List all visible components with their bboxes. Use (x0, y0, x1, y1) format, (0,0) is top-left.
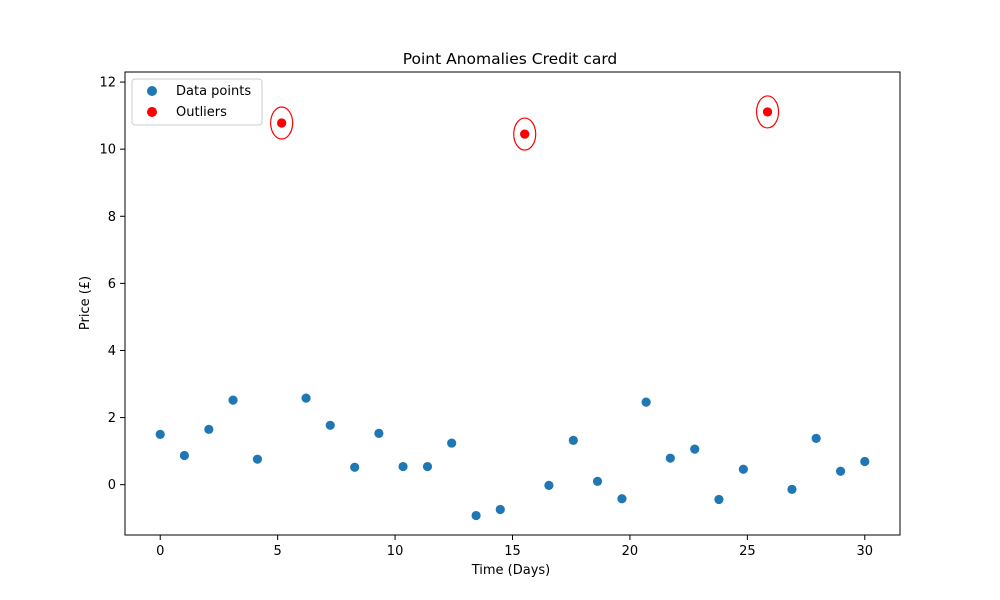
y-tick-label: 12 (99, 76, 116, 91)
data-point (617, 494, 627, 504)
data-point (544, 480, 554, 490)
x-tick-label: 5 (274, 544, 282, 559)
legend-label-outliers: Outliers (176, 105, 227, 120)
outlier-circle (270, 106, 294, 140)
data-point (204, 424, 214, 434)
data-point (592, 476, 603, 486)
legend-marker-data-points (147, 86, 157, 96)
y-axis-label: Price (£) (78, 276, 93, 330)
legend-marker-outliers (147, 107, 157, 117)
data-point (568, 435, 578, 445)
x-tick-label: 30 (856, 544, 873, 559)
chart-title: Point Anomalies Credit card (403, 50, 618, 68)
x-tick-label: 15 (504, 544, 521, 559)
data-point (447, 438, 457, 448)
data-point (422, 461, 433, 472)
data-point (350, 462, 360, 472)
outlier-circle (755, 95, 780, 129)
data-point (714, 494, 724, 505)
data-point (690, 444, 700, 454)
x-tick-label: 20 (622, 544, 639, 559)
data-point (179, 450, 190, 461)
axis-ticks: 0 5 10 15 20 25 30 0 2 4 6 8 10 12 (99, 76, 873, 559)
data-point (665, 453, 675, 463)
x-tick-label: 10 (387, 544, 404, 559)
data-point (325, 420, 335, 430)
y-tick-label: 10 (99, 143, 116, 158)
y-tick-label: 8 (108, 210, 116, 225)
legend: Data points Outliers (131, 78, 263, 126)
legend-box (131, 78, 263, 126)
data-point (835, 466, 846, 476)
data-point (641, 397, 651, 407)
data-point (787, 484, 797, 494)
plot-area (124, 71, 901, 536)
data-points-layer (155, 107, 870, 521)
outlier-circle (513, 117, 537, 151)
outlier-annotations (270, 95, 780, 151)
data-point (252, 454, 263, 464)
data-point (301, 393, 311, 403)
data-point (228, 395, 238, 405)
data-point (495, 504, 505, 515)
data-point (155, 429, 165, 439)
legend-label-data-points: Data points (176, 84, 251, 99)
data-point (860, 456, 870, 467)
y-tick-label: 0 (108, 478, 116, 493)
y-tick-label: 6 (108, 277, 116, 292)
data-point (471, 510, 481, 521)
data-point (738, 464, 748, 474)
y-tick-label: 2 (108, 411, 116, 426)
x-tick-label: 25 (739, 544, 756, 559)
outlier-point (762, 107, 773, 117)
y-tick-label: 4 (108, 344, 116, 359)
x-tick-label: 0 (156, 544, 164, 559)
outlier-point (520, 129, 530, 139)
data-point (811, 433, 821, 443)
data-point (374, 428, 384, 438)
outlier-point (277, 118, 287, 128)
data-point (398, 461, 408, 472)
x-axis-label: Time (Days) (471, 563, 551, 578)
